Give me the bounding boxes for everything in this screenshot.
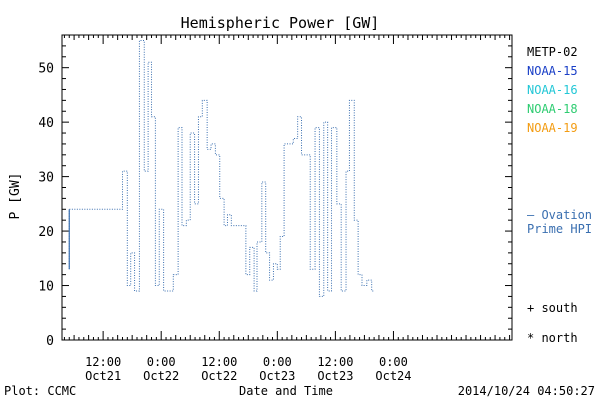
series-label: — Ovation Prime HPI <box>527 208 592 236</box>
y-axis-label: P [GW] <box>8 173 23 220</box>
y-tick-label: 10 <box>38 280 54 295</box>
legend-entry: NOAA-19 <box>527 121 578 135</box>
x-tick-time-label: 12:00 <box>201 355 237 369</box>
legend-entry: METP-02 <box>527 45 578 59</box>
x-tick-date-label: Oct22 <box>143 369 179 383</box>
legend-entry: NOAA-16 <box>527 83 578 97</box>
x-tick-date-label: Oct23 <box>259 369 295 383</box>
x-tick-time-label: 0:00 <box>147 355 176 369</box>
x-tick-time-label: 12:00 <box>317 355 353 369</box>
plot-credit: Plot: CCMC <box>4 384 76 398</box>
x-tick-date-label: Oct22 <box>201 369 237 383</box>
satellite-legend: METP-02 NOAA-15 NOAA-16 NOAA-18 NOAA-19 <box>527 45 578 135</box>
x-axis-label: Date and Time <box>239 384 333 398</box>
ovation-prime-hpi-line <box>68 39 375 297</box>
x-tick-date-label: Oct23 <box>317 369 353 383</box>
series-label-line-2: Prime HPI <box>527 222 592 236</box>
y-tick-label: 40 <box>38 116 54 131</box>
x-tick-date-label: Oct24 <box>375 369 411 383</box>
y-axis-ticks: 0 10 20 30 40 50 <box>38 34 512 349</box>
x-tick-date-label: Oct21 <box>85 369 121 383</box>
x-tick-time-label: 12:00 <box>85 355 121 369</box>
legend-entry: NOAA-18 <box>527 102 578 116</box>
south-marker: + south <box>527 301 578 315</box>
legend-entry: NOAA-15 <box>527 64 578 78</box>
y-tick-label: 30 <box>38 171 54 186</box>
north-marker: * north <box>527 331 578 345</box>
plot-timestamp: 2014/10/24 04:50:27 <box>458 384 595 398</box>
y-tick-label: 20 <box>38 225 54 240</box>
y-tick-label: 50 <box>38 62 54 77</box>
x-axis-ticks: 12:00Oct210:00Oct2212:00Oct220:00Oct2312… <box>63 35 511 383</box>
chart-title: Hemispheric Power [GW] <box>181 14 380 32</box>
series-label-line-1: — Ovation <box>527 208 592 222</box>
x-tick-time-label: 0:00 <box>263 355 292 369</box>
plot-frame <box>61 34 513 341</box>
y-tick-label: 0 <box>46 334 54 349</box>
x-tick-time-label: 0:00 <box>379 355 408 369</box>
